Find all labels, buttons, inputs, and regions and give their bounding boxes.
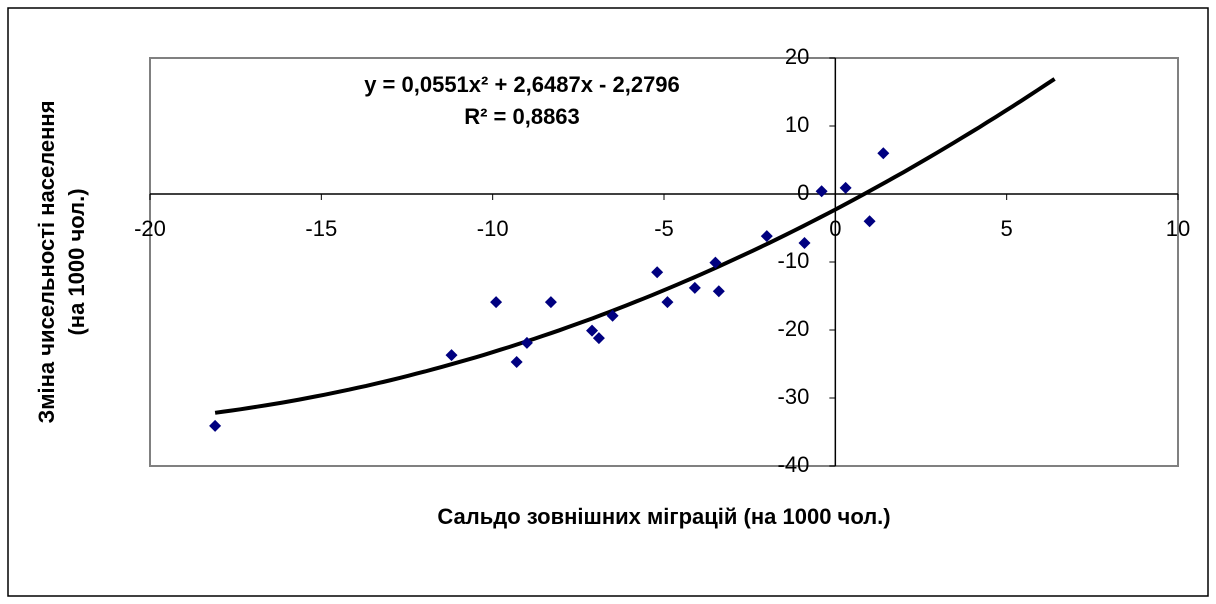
point xyxy=(651,266,664,279)
x-tick-label: 0 xyxy=(829,216,841,241)
equation: y = 0,0551x² + 2,6487x - 2,2796 xyxy=(364,72,680,97)
point xyxy=(209,419,222,432)
x-tick-label: 10 xyxy=(1166,216,1190,241)
x-tick-label: -20 xyxy=(134,216,166,241)
y-tick-label: 10 xyxy=(785,112,809,137)
point xyxy=(760,230,773,243)
point xyxy=(815,185,828,198)
point xyxy=(877,147,890,160)
point xyxy=(712,285,725,298)
point xyxy=(510,355,523,368)
point xyxy=(520,336,533,349)
y-tick-label: -10 xyxy=(778,248,810,273)
x-tick-label: -15 xyxy=(305,216,337,241)
y-axis-title: (на 1000 чол.) xyxy=(64,188,89,335)
point xyxy=(445,349,458,362)
point xyxy=(592,332,605,345)
x-tick-label: 5 xyxy=(1001,216,1013,241)
point xyxy=(544,296,557,309)
point xyxy=(839,181,852,194)
plot-area xyxy=(149,57,1179,467)
trendline xyxy=(214,77,1056,415)
y-tick-label: -30 xyxy=(778,384,810,409)
y-tick-label: 20 xyxy=(785,44,809,69)
point xyxy=(490,296,503,309)
r-squared: R² = 0,8863 xyxy=(464,104,580,129)
point xyxy=(606,309,619,322)
point xyxy=(688,281,701,294)
x-tick-label: -5 xyxy=(654,216,674,241)
y-tick-label: -20 xyxy=(778,316,810,341)
point xyxy=(709,256,722,269)
y-tick-label: -40 xyxy=(778,452,810,477)
x-axis-title: Сальдо зовнішних міграцій (на 1000 чол.) xyxy=(437,504,890,529)
y-tick-label: 0 xyxy=(797,180,809,205)
point xyxy=(798,236,811,249)
y-axis-title: Зміна чисельності населення xyxy=(34,100,59,423)
point xyxy=(863,215,876,228)
point xyxy=(586,324,599,337)
point xyxy=(661,296,674,309)
x-tick-label: -10 xyxy=(477,216,509,241)
